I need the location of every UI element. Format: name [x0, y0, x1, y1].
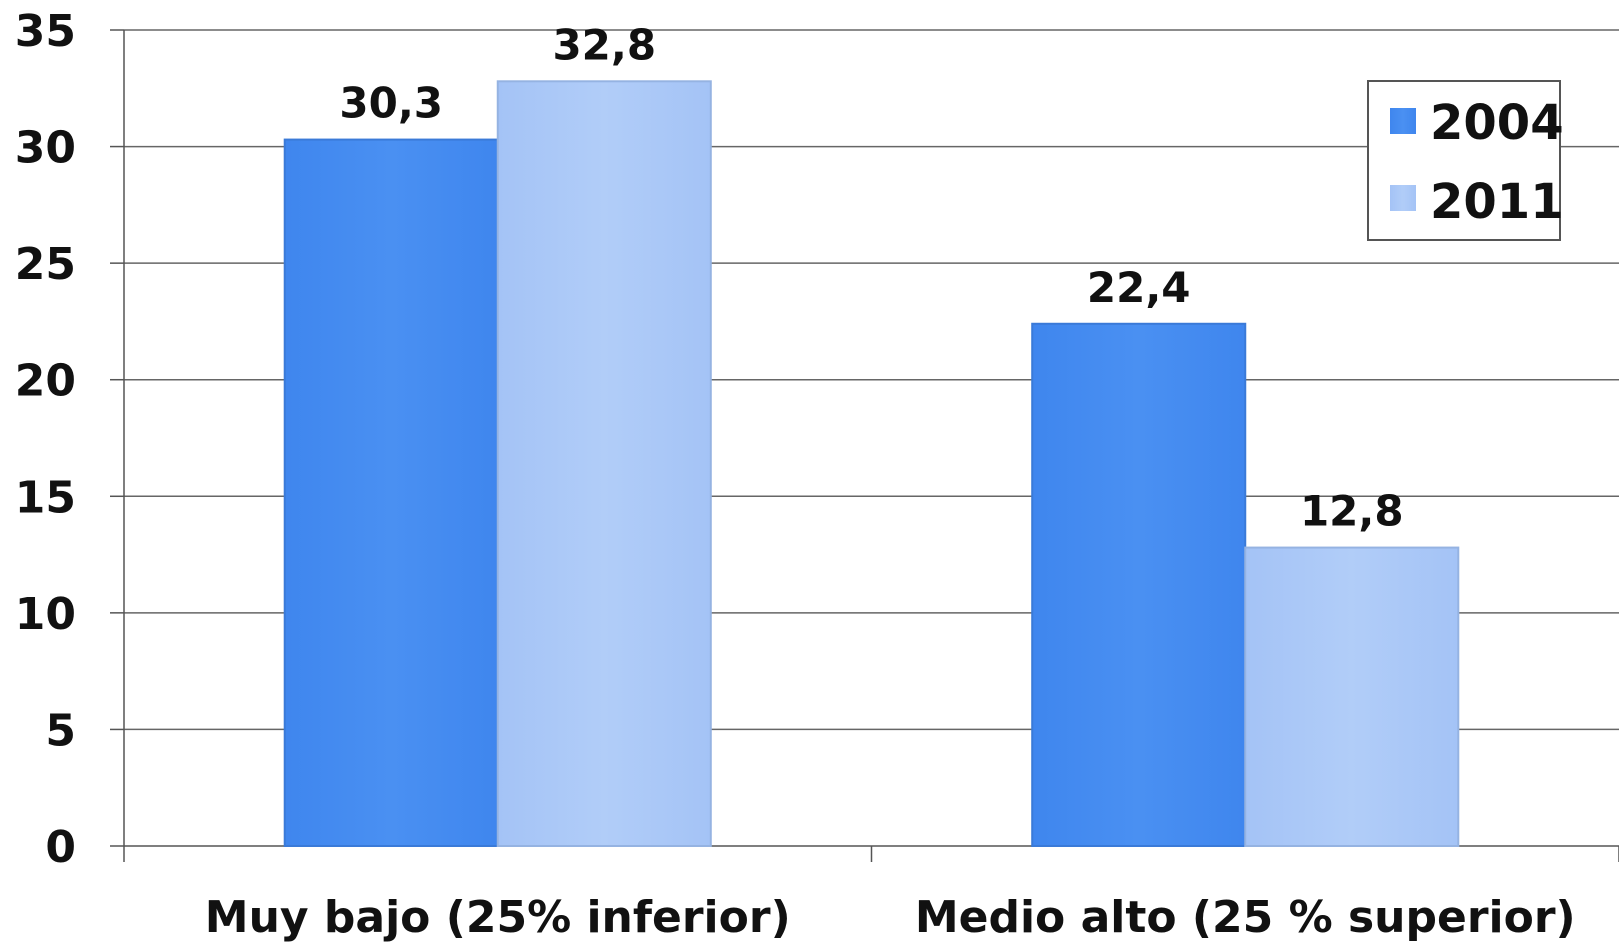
bars [283, 80, 1460, 847]
x-category-label: Muy bajo (25% inferior) [205, 892, 791, 943]
legend-label-2011: 2011 [1430, 174, 1564, 230]
bar-2004-1 [1031, 322, 1247, 847]
y-tick-label: 10 [15, 589, 76, 640]
data-label: 30,3 [339, 79, 443, 128]
legend-label-2004: 2004 [1430, 95, 1564, 151]
data-label: 12,8 [1300, 487, 1404, 536]
legend-box [1367, 80, 1561, 241]
y-tick-label: 30 [15, 123, 76, 174]
legend-swatch-2004 [1390, 108, 1416, 134]
y-tick-label: 15 [15, 472, 76, 523]
data-label: 22,4 [1087, 263, 1191, 312]
data-label: 32,8 [552, 20, 656, 69]
bar-2011-1 [1244, 546, 1460, 847]
y-tick-label: 25 [15, 239, 76, 290]
y-tick-label: 5 [45, 705, 76, 756]
x-category-label: Medio alto (25 % superior) [915, 892, 1576, 943]
legend: 2004 2011 [1367, 80, 1564, 241]
y-tick-label: 35 [15, 6, 76, 57]
y-tick-label: 0 [45, 822, 76, 873]
legend-swatch-2011 [1390, 185, 1416, 211]
bar-2004-0 [283, 138, 499, 847]
bar-2011-0 [496, 80, 712, 847]
data-labels: 30,3 32,8 22,4 12,8 [339, 20, 1403, 535]
y-tick-label: 20 [15, 356, 76, 407]
